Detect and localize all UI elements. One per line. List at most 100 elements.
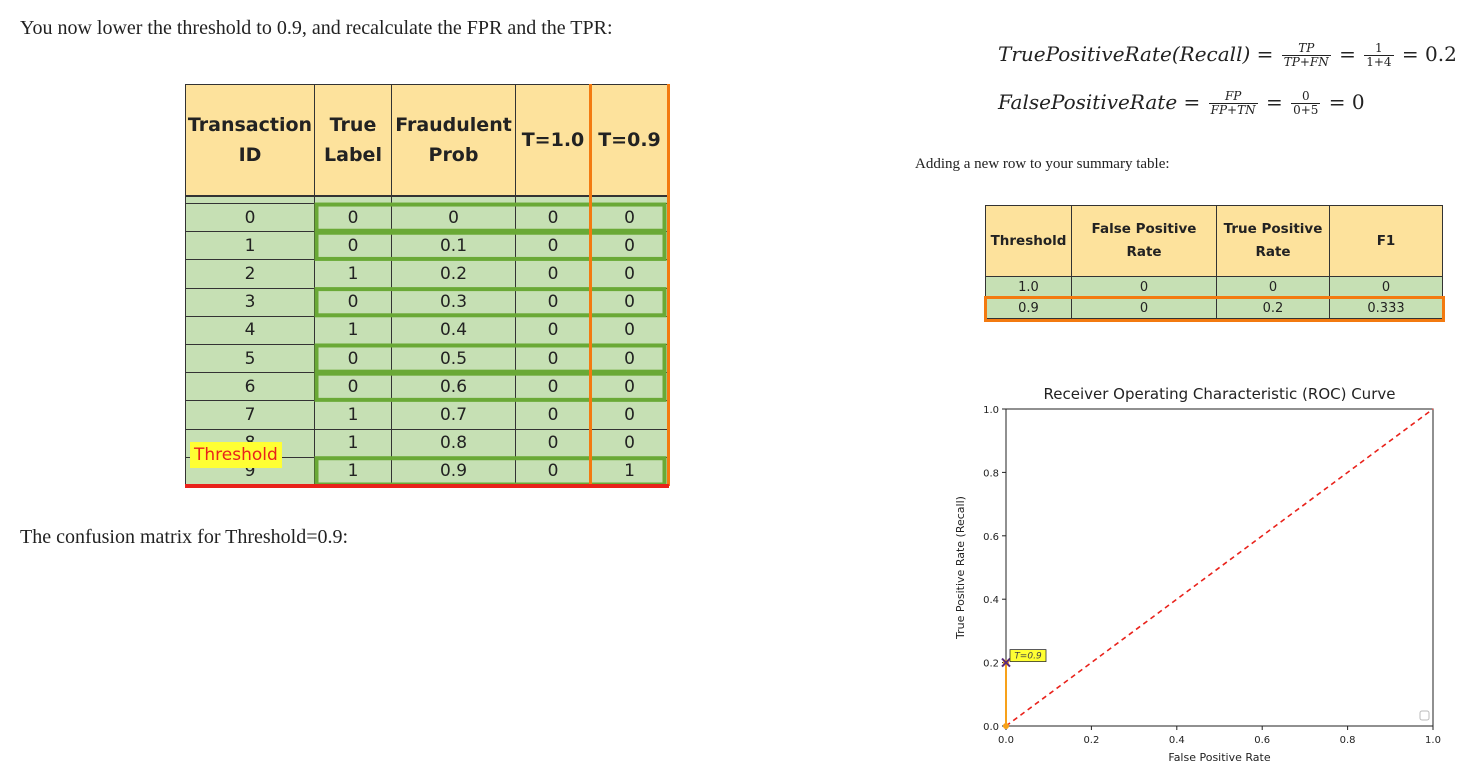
cell-id: 0	[185, 203, 315, 233]
cell-id: 5	[185, 343, 315, 374]
transaction-row: 1 0 0.1 0 0	[185, 231, 669, 261]
y-axis-label: True Positive Rate (Recall)	[954, 496, 967, 640]
cell-fraud-prob: 0	[391, 203, 516, 233]
summary-header-threshold: Threshold	[985, 205, 1072, 277]
annotation-label: T=0.9	[1014, 652, 1042, 662]
y-tick-label: 0.2	[983, 659, 999, 670]
cell-fraud-prob: 0.9	[391, 456, 516, 487]
fpr-num2: 0	[1291, 90, 1321, 104]
x-tick-label: 1.0	[1425, 735, 1441, 746]
transaction-row: 7 1 0.7 0 0	[185, 400, 669, 430]
summary-cell-tpr: 0	[1216, 276, 1330, 298]
tpr-result: 0.2	[1425, 42, 1457, 66]
roc-chart: Receiver Operating Characteristic (ROC) …	[954, 385, 1441, 764]
transaction-table: Transaction ID True Label Fraudulent Pro…	[185, 84, 669, 487]
cell-t09: 0	[590, 259, 669, 289]
cell-id: 4	[185, 315, 315, 345]
summary-cell-f1: 0.333	[1329, 297, 1443, 319]
cell-t09: 0	[590, 343, 669, 374]
cell-t09: 0	[590, 315, 669, 345]
cell-t09: 0	[590, 203, 669, 233]
cell-true-label: 0	[314, 203, 392, 233]
cell-t10: 0	[515, 456, 591, 487]
cell-t09: 0	[590, 287, 669, 317]
fpr-den: FP+TN	[1210, 103, 1256, 117]
x-tick-label: 0.0	[998, 735, 1014, 746]
cell-fraud-prob: 0.7	[391, 400, 516, 430]
x-tick-label: 0.2	[1083, 735, 1099, 746]
transaction-row: 3 0 0.3 0 0	[185, 287, 669, 317]
intro-text: You now lower the threshold to 0.9, and …	[20, 17, 613, 39]
cell-t09: 0	[590, 372, 669, 402]
cell-fraud-prob: 0.2	[391, 259, 516, 289]
transaction-row: 4 1 0.4 0 0	[185, 315, 669, 345]
y-tick-label: 0.0	[983, 722, 999, 733]
cell-t10: 0	[515, 428, 591, 458]
cell-t10: 0	[515, 259, 591, 289]
cell-id: 7	[185, 400, 315, 430]
summary-cell-threshold: 1.0	[985, 276, 1072, 298]
header-fraud-prob: Fraudulent Prob	[391, 84, 516, 197]
summary-cell-fpr: 0	[1071, 276, 1217, 298]
cell-fraud-prob: 0.8	[391, 428, 516, 458]
y-tick-label: 1.0	[983, 405, 999, 416]
cell-t10: 0	[515, 400, 591, 430]
y-tick-label: 0.4	[983, 595, 999, 606]
tpr-den2: 1+4	[1366, 55, 1392, 69]
cell-id: 6	[185, 372, 315, 402]
x-tick-label: 0.4	[1169, 735, 1185, 746]
cell-fraud-prob: 0.3	[391, 287, 516, 317]
cell-true-label: 0	[314, 287, 392, 317]
transaction-row: 5 0 0.5 0 0	[185, 343, 669, 374]
y-tick-label: 0.8	[983, 468, 999, 479]
cell-id: 1	[185, 231, 315, 261]
cell-t09: 0	[590, 428, 669, 458]
tpr-lhs: TruePositiveRate(Recall)	[998, 42, 1251, 66]
cell-t09: 0	[590, 400, 669, 430]
cell-fraud-prob: 0.4	[391, 315, 516, 345]
random-classifier-line	[1005, 408, 1434, 727]
summary-cell-f1: 0	[1329, 276, 1443, 298]
cell-true-label: 1	[314, 400, 392, 430]
threshold-label: Threshold	[190, 442, 282, 468]
header-true-label: True Label	[314, 84, 392, 197]
cell-true-label: 1	[314, 259, 392, 289]
tpr-num: TP	[1281, 42, 1331, 56]
summary-row: 1.0 0 0 0	[985, 276, 1443, 298]
threshold-marker	[1001, 657, 1011, 668]
tpr-formula: TruePositiveRate(Recall) = TP TP+FN = 1 1+…	[998, 41, 1457, 69]
cell-true-label: 0	[314, 343, 392, 374]
cell-true-label: 1	[314, 315, 392, 345]
cell-t10: 0	[515, 315, 591, 345]
cell-t09: 0	[590, 231, 669, 261]
summary-cell-fpr: 0	[1071, 297, 1217, 319]
cell-true-label: 0	[314, 372, 392, 402]
fpr-num: FP	[1208, 90, 1258, 104]
header-transaction-id: Transaction ID	[185, 84, 315, 197]
adding-row-text: Adding a new row to your summary table:	[915, 156, 1170, 172]
cell-fraud-prob: 0.6	[391, 372, 516, 402]
annotation-box	[1009, 649, 1047, 663]
cell-true-label: 1	[314, 456, 392, 487]
summary-header-fpr: False Positive Rate	[1071, 205, 1217, 277]
cell-true-label: 1	[314, 428, 392, 458]
fpr-den2: 0+5	[1293, 103, 1319, 117]
chart-title: Receiver Operating Characteristic (ROC) …	[1044, 385, 1396, 403]
x-tick-label: 0.6	[1254, 735, 1270, 746]
summary-header-tpr: True Positive Rate	[1216, 205, 1330, 277]
cell-t10: 0	[515, 372, 591, 402]
cell-t10: 0	[515, 287, 591, 317]
cell-t09: 1	[590, 456, 669, 487]
header-t09: T=0.9	[590, 84, 669, 197]
cell-t10: 0	[515, 343, 591, 374]
fpr-lhs: FalsePositiveRate	[998, 90, 1178, 114]
x-axis-label: False Positive Rate	[1168, 751, 1270, 764]
cell-t10: 0	[515, 203, 591, 233]
y-tick-label: 0.6	[983, 532, 999, 543]
fpr-formula: FalsePositiveRate = FP FP+TN = 0 0+5 = 0	[998, 89, 1365, 117]
roc-point	[1003, 723, 1009, 729]
tpr-den: TP+FN	[1283, 55, 1329, 69]
legend-box	[1419, 710, 1430, 721]
summary-header-f1: F1	[1329, 205, 1443, 277]
